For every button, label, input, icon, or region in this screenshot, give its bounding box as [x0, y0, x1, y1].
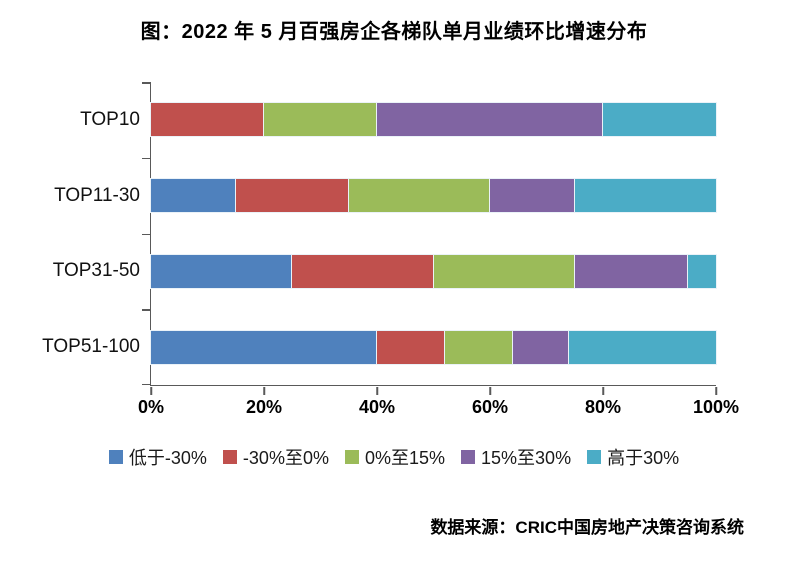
- legend-label: 15%至30%: [481, 448, 572, 468]
- bar-segment: [377, 103, 603, 137]
- bar-segment: [151, 330, 377, 364]
- bar-segment: [264, 103, 377, 137]
- bar-segment: [574, 179, 716, 213]
- x-tick-label: 100%: [692, 397, 740, 417]
- bar-row: TOP31-50: [53, 254, 716, 288]
- legend: 低于-30% -30%至0% 0%至15% 15%至30% 高于30%: [0, 444, 788, 470]
- bar-segment: [574, 254, 688, 288]
- y-axis-tick: [141, 157, 150, 160]
- x-axis-tick: [602, 386, 604, 395]
- x-axis-tick: [376, 386, 378, 395]
- x-tick-label: 20%: [245, 397, 283, 417]
- x-tick-label: 40%: [358, 397, 396, 417]
- bar-segment: [235, 179, 349, 213]
- legend-label: 高于30%: [607, 448, 680, 468]
- legend-label: 低于-30%: [128, 448, 207, 468]
- bar-row: TOP11-30: [54, 179, 716, 213]
- category-label: TOP31-50: [52, 260, 140, 282]
- x-axis-tick: [150, 386, 152, 395]
- bar-segment: [151, 254, 293, 288]
- bar-row: TOP10: [80, 103, 716, 137]
- legend-swatch: [587, 450, 602, 464]
- bar-segment: [377, 330, 445, 364]
- bar-segment: [348, 179, 490, 213]
- legend-swatch: [461, 450, 476, 464]
- bar-segment: [151, 179, 236, 213]
- bar-segment: [292, 254, 434, 288]
- stacked-bar: [151, 103, 716, 137]
- x-axis-tick: [715, 386, 717, 395]
- y-axis-tick: [141, 233, 150, 235]
- bar-segment: [433, 254, 575, 288]
- source-text: 数据来源：CRIC中国房地产决策咨询系统: [430, 518, 744, 537]
- stacked-bar: [151, 179, 716, 213]
- category-label: TOP11-30: [54, 184, 140, 206]
- legend-item: 低于-30%: [108, 444, 207, 470]
- legend-label: -30%至0%: [242, 448, 329, 468]
- legend-label: 0%至15%: [364, 448, 446, 468]
- x-axis-tick: [263, 386, 265, 395]
- legend-swatch: [222, 450, 237, 464]
- x-tick-label: 0%: [137, 397, 165, 417]
- chart-title: 图：2022 年 5 月百强房企各梯队单月业绩环比增速分布: [140, 21, 648, 43]
- plot-area: TOP10 TOP11-30 TOP31-50 TOP51-100 0% 20% 40% 60…: [42, 82, 739, 417]
- bar-segment: [603, 103, 716, 137]
- bar-segment: [490, 179, 575, 213]
- y-axis-tick: [141, 383, 150, 385]
- x-axis-tick: [489, 386, 491, 395]
- legend-item: 15%至30%: [461, 444, 571, 470]
- y-axis-tick: [141, 82, 150, 84]
- x-tick-label: 60%: [471, 397, 509, 417]
- bar-segment: [444, 330, 513, 364]
- stacked-bar: [151, 254, 716, 288]
- legend-swatch: [344, 450, 359, 464]
- bar-segment: [569, 330, 716, 364]
- bar-row: TOP51-100: [42, 330, 716, 364]
- legend-swatch: [108, 450, 123, 464]
- category-label: TOP51-100: [42, 336, 140, 358]
- bar-segment: [151, 103, 264, 137]
- category-label: TOP10: [80, 108, 140, 130]
- legend-item: 高于30%: [587, 444, 679, 470]
- legend-item: -30%至0%: [222, 444, 329, 470]
- stacked-bar: [151, 330, 716, 364]
- bar-segment: [512, 330, 570, 364]
- legend-item: 0%至15%: [344, 444, 446, 470]
- bar-segment: [687, 254, 716, 288]
- y-axis-tick: [141, 309, 150, 311]
- x-tick-label: 80%: [584, 397, 622, 417]
